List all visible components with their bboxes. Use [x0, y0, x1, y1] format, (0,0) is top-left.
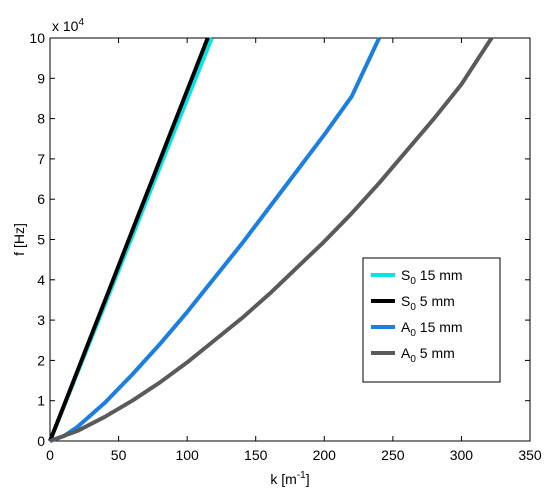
x-tick-label: 50 [111, 447, 127, 463]
y-tick-label: 2 [37, 352, 45, 368]
legend-box [362, 257, 501, 383]
legend: S0 15 mm S0 5 mm A0 15 mm A0 5 mm [362, 257, 501, 383]
series-line-3 [49, 36, 494, 443]
y-tick-label: 5 [37, 232, 45, 248]
y-tick-label: 0 [37, 433, 45, 449]
x-tick-label: 0 [46, 447, 54, 463]
x-tick-label: 200 [313, 447, 337, 463]
y-tick-label: 7 [37, 151, 45, 167]
legend-label-2: A0 15 mm [401, 319, 463, 339]
x-tick-label: 100 [175, 447, 199, 463]
y-tick-label: 4 [37, 272, 45, 288]
x-tick-label: 350 [518, 447, 542, 463]
y-tick-label: 9 [37, 70, 45, 86]
x-tick-label: 250 [381, 447, 405, 463]
y-tick-label: 1 [37, 393, 45, 409]
y-exponent-label: x 104 [52, 17, 84, 34]
y-tick-label: 10 [29, 30, 45, 46]
y-tick-label: 3 [37, 312, 45, 328]
y-axis-label: f [Hz] [11, 223, 27, 256]
legend-label-1: S0 5 mm [401, 293, 455, 313]
y-tick-label: 6 [37, 191, 45, 207]
axes: 0 50 100 150 200 250 300 350 0 1 2 3 4 5 6 7 8 9 10 x 104 k … [11, 17, 542, 487]
x-tick-label: 150 [244, 447, 268, 463]
series-line-2 [49, 37, 381, 443]
legend-label-3: A0 5 mm [401, 345, 455, 365]
x-tick-label: 300 [450, 447, 474, 463]
x-axis-label: k [m-1] [270, 470, 309, 487]
legend-label-0: S0 15 mm [401, 267, 463, 287]
y-tick-label: 8 [37, 111, 45, 127]
series-line-1 [48, 37, 210, 442]
series-lines [48, 36, 494, 443]
